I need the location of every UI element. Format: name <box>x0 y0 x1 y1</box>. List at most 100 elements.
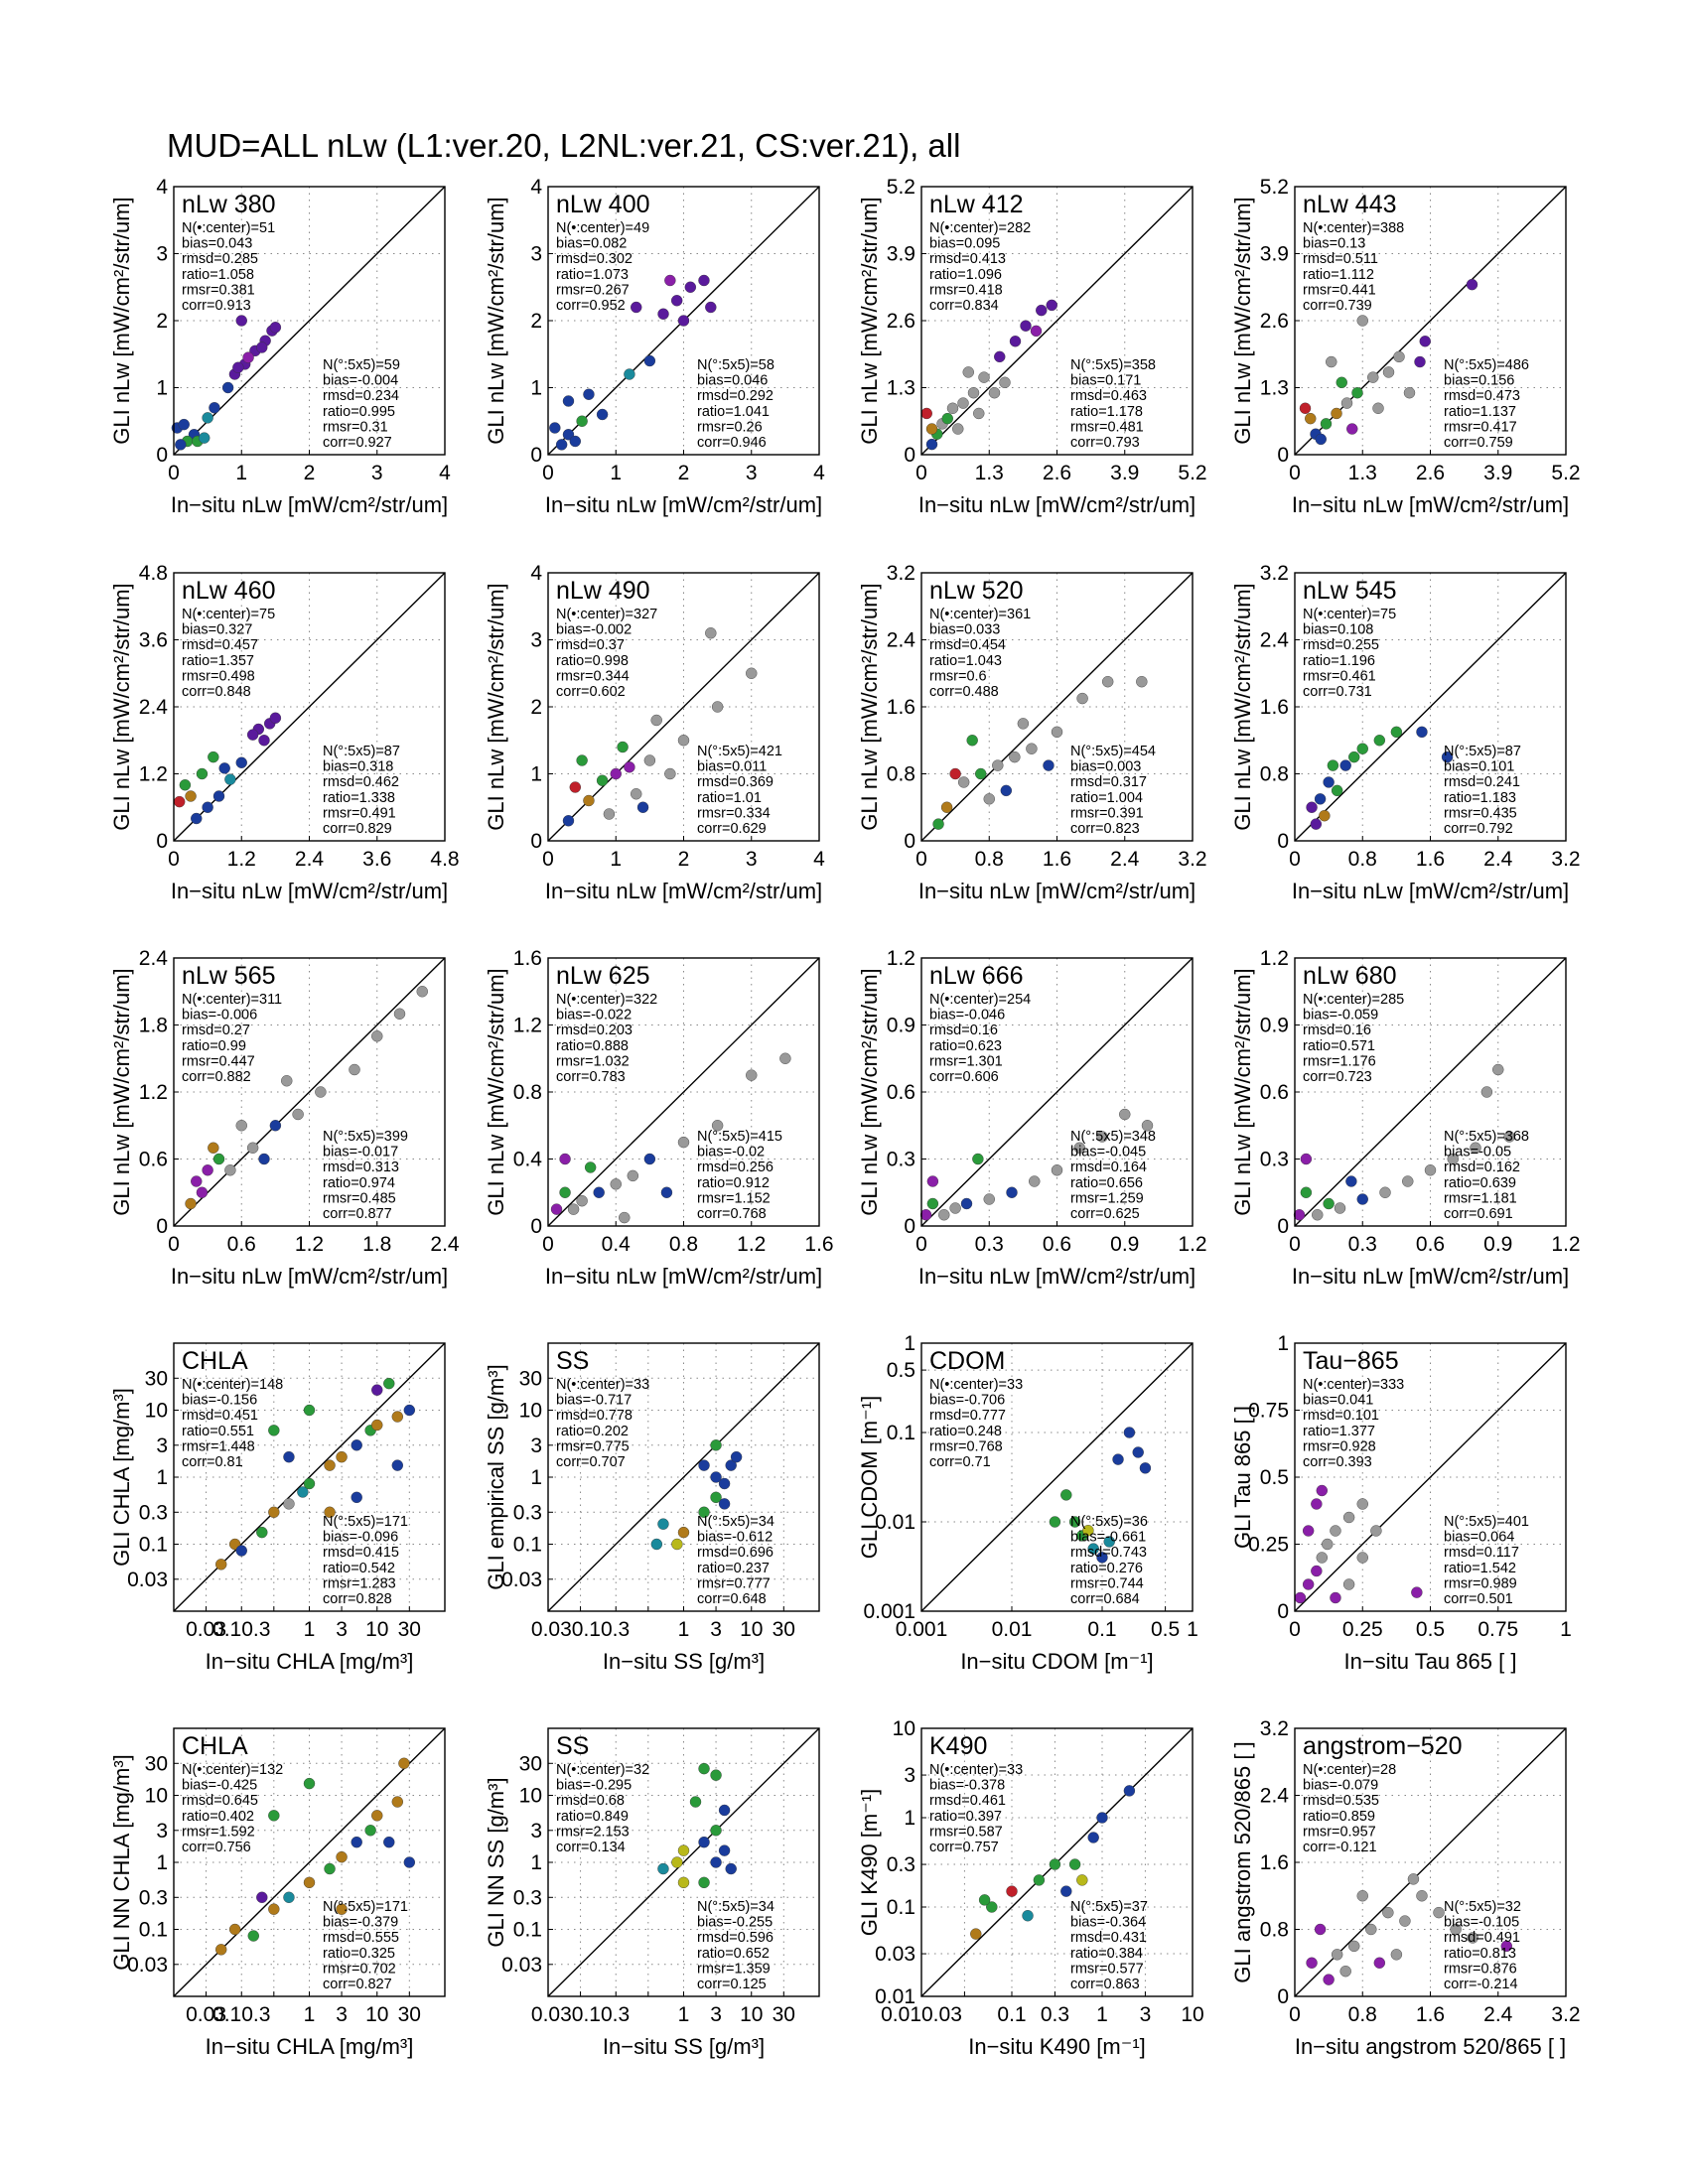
x-axis-label: In−situ nLw [mW/cm²/str/um] <box>918 879 1196 903</box>
data-point <box>1316 1484 1329 1497</box>
stat-center: rmsr=0.418 <box>929 282 1003 298</box>
y-tick-label: 0.6 <box>139 1149 168 1171</box>
one-to-one-line <box>920 186 1194 456</box>
panel-11: 00 0.3 0.3 0.6 0.6 0.9 0.9 1.2 1.2 nLw 666 N(•:cen… <box>857 947 1207 1289</box>
panel-1: 00 1 1 2 2 3 3 4 4 nLw 380 N(•:center)=51bias=0.04… <box>109 176 451 517</box>
stat-box: bias=-0.017 <box>323 1145 398 1160</box>
data-point <box>1467 1932 1478 1944</box>
x-tick-label: 1 <box>304 2003 316 2026</box>
stat-center: corr=0.707 <box>556 1454 626 1470</box>
y-tick-label: 30 <box>145 1752 168 1775</box>
y-tick-label: 0.03 <box>501 1569 542 1591</box>
data-point <box>393 1008 406 1020</box>
y-axis-label: GLI nLw [mW/cm²/str/um] <box>1230 583 1255 830</box>
stat-box: rmsd=0.369 <box>697 774 774 790</box>
data-point <box>283 1450 295 1463</box>
data-point <box>208 1142 219 1154</box>
x-tick-label: 0 <box>168 1233 180 1256</box>
data-point <box>1447 1153 1459 1165</box>
x-tick-label: 0 <box>1289 462 1301 484</box>
x-tick-label: 0.5 <box>1151 1618 1180 1641</box>
panel-14: 0.030.10.30.030.10.3113310103030SSN(•:ce… <box>484 1342 820 1674</box>
data-point <box>1416 1890 1428 1902</box>
data-point <box>1310 818 1323 830</box>
x-tick-label: 2.6 <box>1043 462 1071 484</box>
x-tick-label: 0.9 <box>1483 1233 1512 1256</box>
data-point <box>1393 350 1405 363</box>
panel-name: Tau−865 <box>1303 1347 1399 1375</box>
data-point <box>1390 726 1403 739</box>
x-tick-label: 2.4 <box>430 1233 460 1256</box>
y-tick-label: 0.75 <box>1248 1400 1289 1423</box>
x-axis-label: In−situ nLw [mW/cm²/str/um] <box>918 492 1196 517</box>
y-tick-label: 3.9 <box>887 243 915 266</box>
data-point <box>1029 1175 1041 1187</box>
data-point <box>1403 386 1416 399</box>
data-point <box>391 1796 403 1808</box>
stat-center: rmsd=0.302 <box>556 251 633 267</box>
y-tick-label: 0.8 <box>513 1081 542 1104</box>
data-point <box>627 1169 639 1182</box>
y-tick-label: 0.6 <box>1260 1081 1289 1104</box>
x-tick-label: 0 <box>542 848 554 871</box>
data-point <box>1379 1186 1391 1198</box>
panel-10: 00 0.4 0.4 0.8 0.8 1.2 1.2 1.6 1.6 nLw 625 N(•:cen… <box>484 947 834 1289</box>
y-tick-label: 0.9 <box>887 1015 915 1037</box>
data-point <box>1087 1832 1099 1843</box>
x-tick-label: 2.4 <box>1483 848 1513 871</box>
stat-box: N(°:5x5)=36 <box>1070 1514 1148 1530</box>
data-point <box>1330 1525 1341 1537</box>
one-to-one-line <box>173 957 446 1227</box>
data-point <box>711 1120 724 1132</box>
stat-center: ratio=1.112 <box>1303 267 1374 283</box>
x-tick-label: 5.2 <box>1178 462 1206 484</box>
y-tick-label: 2.4 <box>139 696 169 719</box>
stat-center: corr=0.723 <box>1303 1069 1372 1085</box>
x-tick-label: 1.3 <box>1348 462 1377 484</box>
data-point <box>705 301 717 314</box>
stat-box: corr=0.684 <box>1070 1591 1140 1607</box>
stat-box: bias=-0.02 <box>697 1145 765 1160</box>
data-point <box>698 1762 710 1775</box>
data-point <box>1000 784 1013 797</box>
y-axis-label: GLI nLw [mW/cm²/str/um] <box>857 968 882 1215</box>
data-point <box>283 1498 295 1510</box>
x-tick-label: 0 <box>1289 1618 1301 1641</box>
one-to-one-line <box>920 1342 1194 1612</box>
data-point <box>938 1209 950 1221</box>
data-point <box>1382 366 1395 378</box>
data-point <box>932 818 944 830</box>
stat-box: rmsd=0.256 <box>697 1160 774 1175</box>
data-point <box>235 1545 247 1557</box>
y-axis-label: GLI nLw [mW/cm²/str/um] <box>1230 197 1255 444</box>
y-axis-label: GLI nLw [mW/cm²/str/um] <box>857 197 882 444</box>
data-point <box>1373 1957 1386 1969</box>
x-tick-label: 0 <box>542 1233 554 1256</box>
stat-center: rmsr=0.461 <box>1303 668 1376 684</box>
data-point <box>1068 1516 1081 1528</box>
stat-box: N(°:5x5)=399 <box>323 1129 408 1145</box>
one-to-one-line <box>547 572 820 842</box>
y-tick-label: 0 <box>1277 1215 1289 1238</box>
stat-box: corr=0.691 <box>1444 1206 1513 1222</box>
y-tick-label: 3 <box>530 1434 542 1457</box>
data-point <box>966 735 978 747</box>
data-point <box>657 1518 669 1530</box>
data-point <box>1492 1063 1504 1076</box>
stat-center: bias=-0.046 <box>929 1008 1005 1024</box>
stat-center: rmsr=0.267 <box>556 282 630 298</box>
stat-center: bias=-0.706 <box>929 1393 1005 1409</box>
stat-center: bias=0.327 <box>182 622 252 638</box>
data-point <box>689 1796 702 1808</box>
stat-box: rmsd=0.415 <box>323 1545 399 1561</box>
x-tick-label: 1.2 <box>1178 1233 1206 1256</box>
x-axis-label: In−situ nLw [mW/cm²/str/um] <box>1292 879 1569 903</box>
data-point <box>698 1836 710 1848</box>
stat-center: ratio=1.096 <box>929 267 1002 283</box>
stat-center: ratio=0.859 <box>1303 1809 1375 1825</box>
stat-box: bias=-0.105 <box>1444 1915 1519 1931</box>
data-point <box>1006 1186 1018 1198</box>
y-tick-label: 3 <box>530 243 542 266</box>
stat-box: rmsr=0.485 <box>323 1190 396 1206</box>
data-point <box>185 790 197 802</box>
